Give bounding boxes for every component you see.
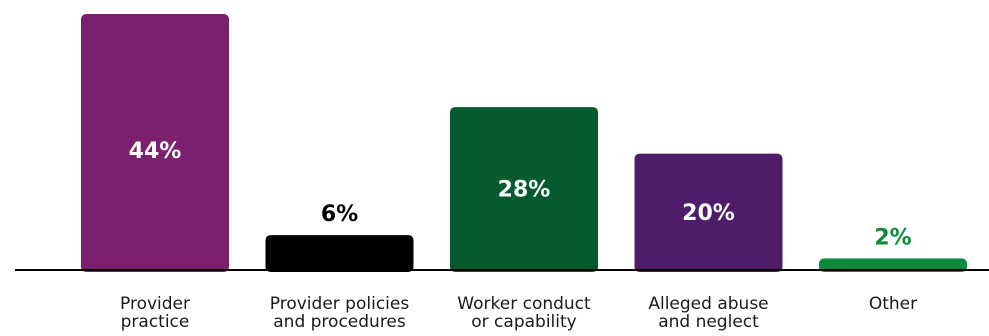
bar-0 [81,14,229,272]
category-label-3: Alleged abuse and neglect [648,294,768,332]
bar-4 [819,258,967,272]
category-label-2-line-1: or capability [471,312,576,332]
category-label-1-line-0: Provider policies [270,294,410,314]
category-label-4-line-0: Other [869,294,917,314]
bars-group [81,14,967,272]
bar-2 [450,107,598,272]
category-label-1: Provider policies and procedures [270,294,410,332]
category-labels-group: Provider practice Provider policies and pro… [120,294,917,332]
value-label-0: 44% [129,139,182,164]
category-label-2: Worker conduct or capability [457,294,591,332]
value-label-4: 2% [874,225,911,250]
value-labels-group: 44% 6% 28% 20% 2% [129,139,912,250]
category-label-0: Provider practice [120,294,190,332]
category-label-3-line-1: and neglect [658,312,759,332]
value-label-1: 6% [321,202,358,227]
value-label-2: 28% [498,178,551,203]
value-label-3: 20% [682,201,735,226]
category-label-4: Other [869,294,917,314]
bar-3 [634,153,783,272]
category-label-0-line-1: practice [121,312,190,332]
category-label-1-line-1: and procedures [273,312,406,332]
category-label-2-line-0: Worker conduct [457,294,591,314]
bar-1 [265,235,414,272]
category-label-3-line-0: Alleged abuse [648,294,768,314]
category-label-0-line-0: Provider [120,294,190,314]
